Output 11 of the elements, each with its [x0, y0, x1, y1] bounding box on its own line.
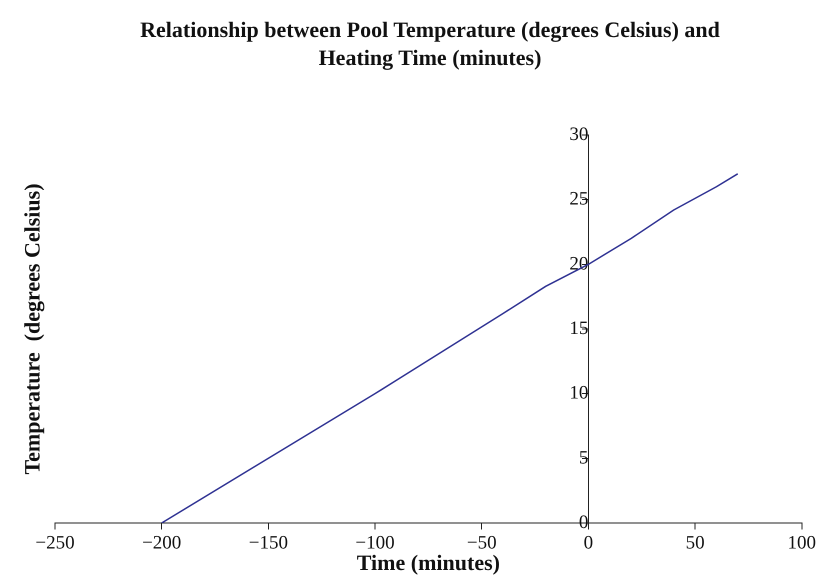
y-tick-label: 10 [569, 382, 588, 404]
y-axis-title: Temperature (degrees Celsius) [20, 183, 45, 475]
chart-title: Relationship between Pool Temperature (degrees Celsius) and Heating Time (minutes) [139, 16, 721, 72]
x-tick-label: 50 [686, 532, 705, 554]
x-tick-label: 100 [788, 532, 816, 554]
x-tick-label: −200 [142, 532, 182, 554]
y-tick-label: 30 [569, 124, 588, 145]
y-tick-label: 15 [569, 318, 588, 339]
x-tick-label: −150 [248, 532, 288, 554]
x-tick-label: −250 [35, 532, 75, 554]
y-tick-label: 25 [569, 188, 588, 210]
